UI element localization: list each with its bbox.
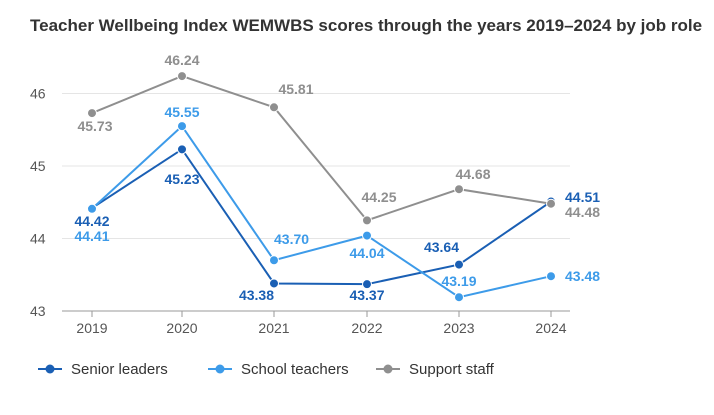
school-teachers-point	[454, 292, 464, 303]
support-staff-data-label: 44.48	[565, 204, 600, 220]
school-teachers-data-label: 44.41	[74, 228, 109, 244]
school-teachers-data-label: 44.04	[349, 245, 384, 261]
legend-item-senior-leaders: Senior leaders	[71, 361, 168, 378]
school-teachers-data-label: 45.55	[164, 104, 199, 120]
senior-leaders-line	[91, 147, 552, 286]
support-staff-point	[269, 102, 279, 113]
support-staff-data-label: 44.68	[455, 166, 490, 182]
school-teachers-line	[91, 124, 552, 299]
x-tick-label: 2021	[258, 320, 289, 336]
legend-swatch-marker	[215, 364, 225, 374]
senior-leaders-data-label: 44.42	[74, 213, 109, 229]
school-teachers-data-label: 43.70	[274, 231, 309, 247]
support-staff-point	[546, 198, 556, 209]
school-teachers-point	[269, 255, 279, 266]
support-staff-point	[87, 108, 97, 119]
y-tick-label: 46	[30, 86, 46, 102]
support-staff-data-label: 44.25	[361, 189, 396, 205]
school-teachers-point	[87, 203, 97, 214]
support-staff-point	[177, 71, 187, 82]
senior-leaders-point	[362, 279, 372, 290]
y-tick-label: 45	[30, 158, 46, 174]
senior-leaders-data-label: 43.64	[424, 239, 459, 255]
legend-item-school-teachers: School teachers	[241, 361, 349, 378]
senior-leaders-data-label: 44.51	[565, 189, 600, 205]
school-teachers-point	[546, 271, 556, 282]
senior-leaders-point	[177, 144, 187, 155]
senior-leaders-point	[454, 259, 464, 270]
legend-swatch-marker	[383, 364, 393, 374]
senior-leaders-data-label: 45.23	[164, 171, 199, 187]
chart-title: Teacher Wellbeing Index WEMWBS scores th…	[30, 16, 703, 35]
support-staff-line	[91, 75, 552, 222]
x-tick-label: 2023	[443, 320, 474, 336]
legend-swatch-marker	[45, 364, 55, 374]
y-tick-label: 43	[30, 303, 46, 319]
school-teachers-point	[362, 230, 372, 241]
support-staff-data-label: 45.73	[77, 118, 112, 134]
x-tick-label: 2022	[351, 320, 382, 336]
senior-leaders-data-label: 43.38	[239, 287, 274, 303]
legend-item-support-staff: Support staff	[409, 361, 495, 378]
x-tick-label: 2024	[535, 320, 566, 336]
school-teachers-point	[177, 121, 187, 132]
support-staff-point	[454, 184, 464, 195]
x-tick-label: 2020	[166, 320, 197, 336]
y-tick-label: 44	[30, 231, 46, 247]
support-staff-data-label: 45.81	[278, 81, 313, 97]
school-teachers-data-label: 43.19	[441, 273, 476, 289]
senior-leaders-data-label: 43.37	[349, 287, 384, 303]
x-tick-label: 2019	[76, 320, 107, 336]
school-teachers-data-label: 43.48	[565, 268, 600, 284]
senior-leaders-point	[269, 278, 279, 289]
support-staff-point	[362, 215, 372, 226]
support-staff-data-label: 46.24	[164, 52, 199, 68]
